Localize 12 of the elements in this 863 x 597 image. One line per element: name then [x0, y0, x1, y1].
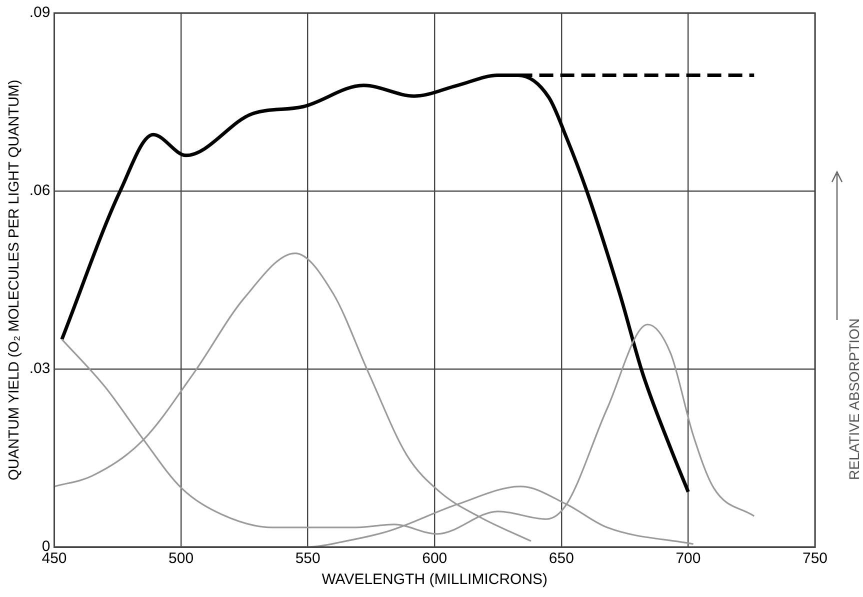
y2-axis-title: RELATIVE ABSORPTION: [846, 318, 862, 480]
x-tick-label: 750: [802, 550, 828, 568]
y-tick-label: .06: [29, 182, 50, 200]
y-tick-label: .09: [29, 4, 50, 22]
y-tick-label: .03: [29, 360, 50, 378]
x-tick-label: 600: [422, 550, 448, 568]
x-tick-label: 500: [168, 550, 194, 568]
x-tick-label: 650: [548, 550, 574, 568]
x-tick-label: 700: [676, 550, 701, 568]
x-tick-label: 550: [295, 550, 320, 568]
y-axis-title: QUANTUM YIELD (O₂ MOLECULES PER LIGHT QUANTUM): [6, 80, 23, 480]
x-axis-title: WAVELENGTH (MILLIMICRONS): [322, 571, 548, 588]
